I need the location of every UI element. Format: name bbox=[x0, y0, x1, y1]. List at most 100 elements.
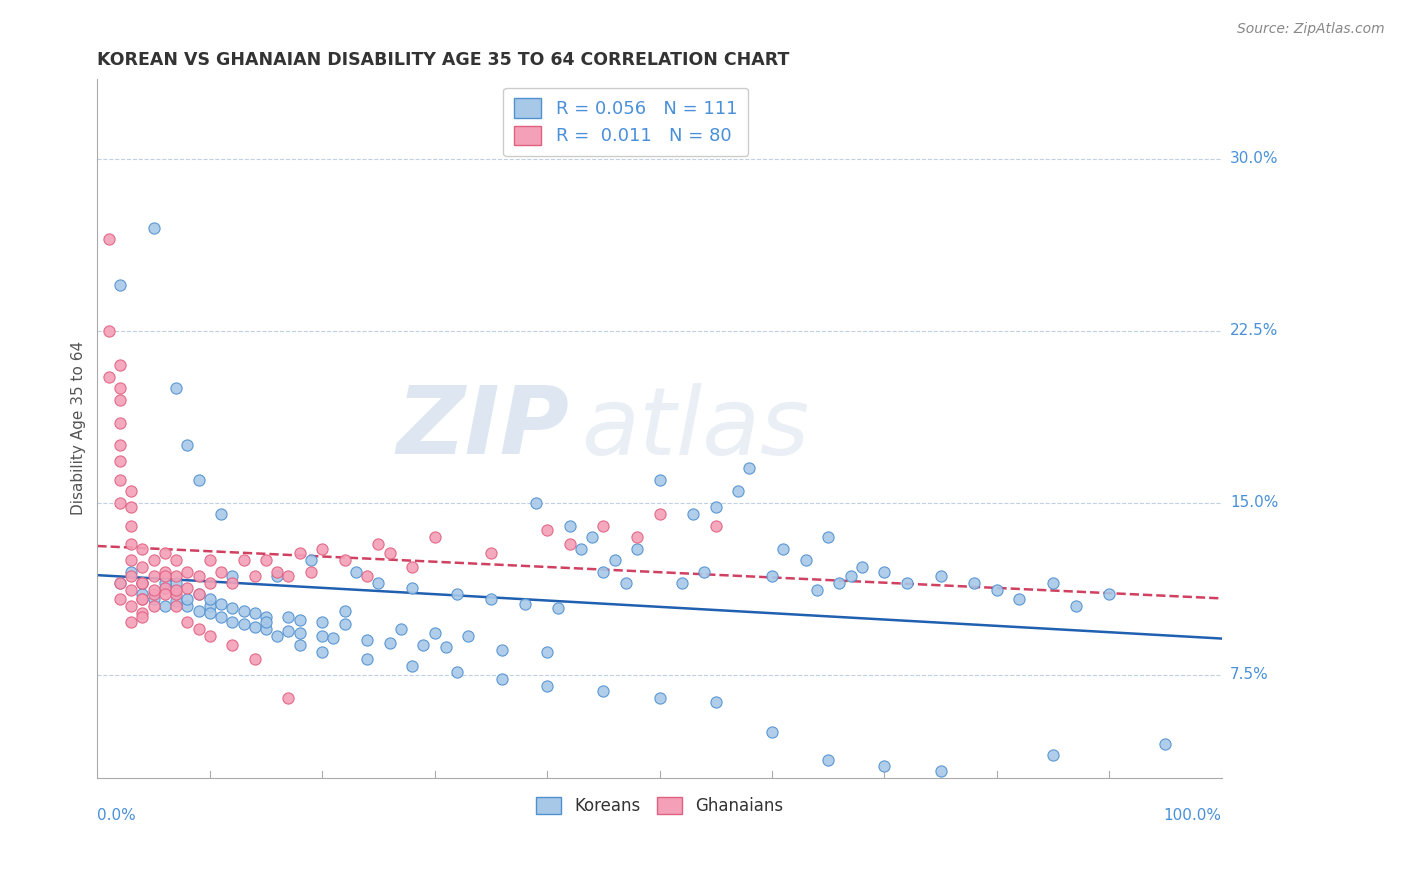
Point bbox=[198, 576, 221, 591]
Point bbox=[581, 530, 603, 544]
Point bbox=[232, 617, 254, 632]
Point bbox=[176, 565, 198, 579]
Point bbox=[693, 565, 716, 579]
Point bbox=[209, 565, 232, 579]
Point bbox=[198, 553, 221, 567]
Point bbox=[254, 553, 277, 567]
Point bbox=[772, 541, 794, 556]
Point bbox=[401, 560, 423, 574]
Point bbox=[120, 565, 142, 579]
Point bbox=[153, 599, 176, 613]
Point bbox=[108, 358, 131, 372]
Point bbox=[209, 610, 232, 624]
Point bbox=[243, 606, 266, 620]
Point bbox=[120, 484, 142, 499]
Point bbox=[333, 617, 356, 632]
Point bbox=[536, 679, 558, 693]
Point bbox=[851, 560, 873, 574]
Point bbox=[142, 569, 165, 583]
Point bbox=[198, 606, 221, 620]
Point bbox=[131, 576, 153, 591]
Point bbox=[299, 565, 322, 579]
Point bbox=[131, 592, 153, 607]
Point bbox=[704, 695, 727, 709]
Point bbox=[108, 592, 131, 607]
Point bbox=[108, 454, 131, 468]
Point bbox=[142, 587, 165, 601]
Point bbox=[153, 546, 176, 560]
Point bbox=[176, 592, 198, 607]
Point bbox=[929, 764, 952, 778]
Legend: Koreans, Ghanaians: Koreans, Ghanaians bbox=[529, 790, 790, 822]
Point bbox=[423, 626, 446, 640]
Point bbox=[378, 546, 401, 560]
Point bbox=[536, 523, 558, 537]
Point bbox=[569, 541, 592, 556]
Point bbox=[198, 592, 221, 607]
Point bbox=[243, 569, 266, 583]
Point bbox=[266, 569, 288, 583]
Point bbox=[97, 324, 120, 338]
Point bbox=[356, 633, 378, 648]
Point bbox=[626, 530, 648, 544]
Point bbox=[165, 553, 187, 567]
Point bbox=[131, 610, 153, 624]
Text: 100.0%: 100.0% bbox=[1164, 808, 1222, 823]
Point bbox=[153, 581, 176, 595]
Point bbox=[344, 565, 367, 579]
Point bbox=[333, 553, 356, 567]
Point bbox=[704, 500, 727, 515]
Point bbox=[120, 599, 142, 613]
Point bbox=[165, 576, 187, 591]
Point bbox=[108, 381, 131, 395]
Point bbox=[120, 615, 142, 629]
Point bbox=[131, 587, 153, 601]
Point bbox=[131, 560, 153, 574]
Point bbox=[277, 569, 299, 583]
Point bbox=[153, 576, 176, 591]
Point bbox=[187, 587, 209, 601]
Point bbox=[1098, 587, 1121, 601]
Point bbox=[142, 582, 165, 597]
Point bbox=[120, 518, 142, 533]
Point bbox=[558, 518, 581, 533]
Point bbox=[648, 473, 671, 487]
Point bbox=[153, 565, 176, 579]
Point bbox=[142, 599, 165, 613]
Point bbox=[142, 220, 165, 235]
Point bbox=[232, 603, 254, 617]
Text: 7.5%: 7.5% bbox=[1230, 667, 1268, 682]
Point bbox=[266, 565, 288, 579]
Text: atlas: atlas bbox=[581, 383, 808, 474]
Point bbox=[491, 642, 513, 657]
Point bbox=[187, 622, 209, 636]
Point bbox=[592, 683, 614, 698]
Point bbox=[176, 599, 198, 613]
Point bbox=[288, 638, 311, 652]
Point bbox=[839, 569, 862, 583]
Point bbox=[108, 473, 131, 487]
Point bbox=[165, 582, 187, 597]
Point bbox=[277, 610, 299, 624]
Point bbox=[896, 576, 918, 591]
Point bbox=[120, 553, 142, 567]
Point bbox=[165, 381, 187, 395]
Point bbox=[120, 569, 142, 583]
Point bbox=[311, 541, 333, 556]
Point bbox=[389, 622, 412, 636]
Point bbox=[817, 530, 839, 544]
Point bbox=[311, 629, 333, 643]
Point bbox=[243, 619, 266, 633]
Point bbox=[614, 576, 637, 591]
Point bbox=[131, 576, 153, 591]
Point bbox=[367, 537, 389, 551]
Point bbox=[176, 581, 198, 595]
Point bbox=[232, 553, 254, 567]
Point bbox=[108, 576, 131, 591]
Point bbox=[153, 587, 176, 601]
Point bbox=[648, 507, 671, 521]
Point bbox=[221, 638, 243, 652]
Point bbox=[558, 537, 581, 551]
Point bbox=[120, 500, 142, 515]
Point bbox=[873, 759, 896, 773]
